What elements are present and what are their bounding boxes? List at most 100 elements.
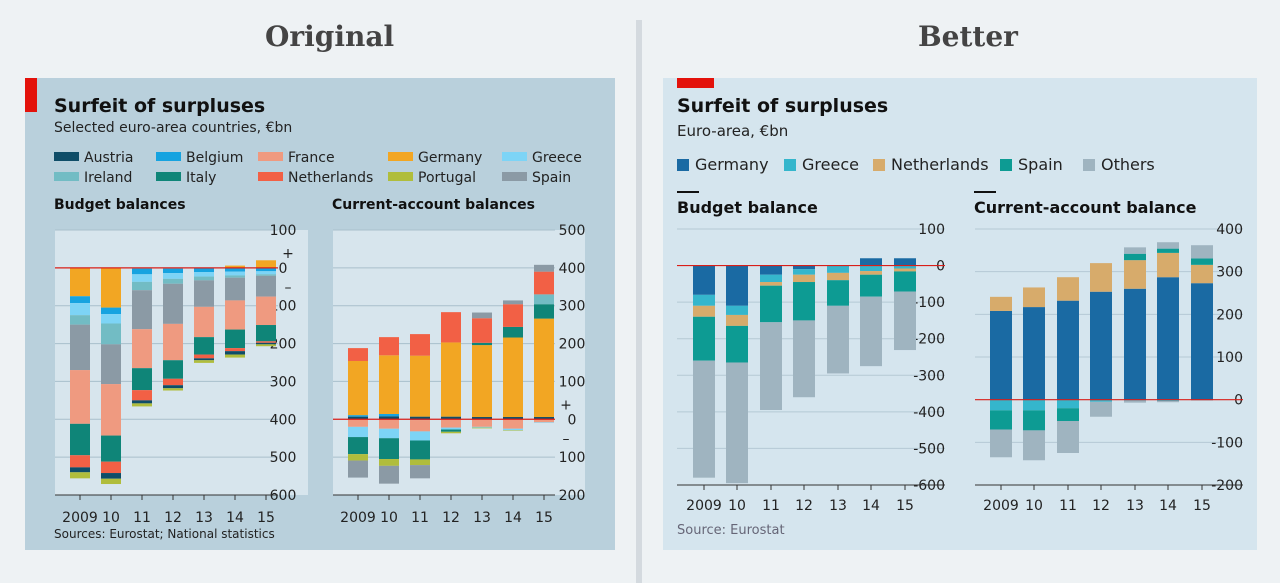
bar-others	[1191, 245, 1213, 259]
legend-swatch	[1000, 158, 1012, 171]
y-tick-label: 300	[559, 299, 586, 315]
y-tick-label: 100	[918, 222, 945, 238]
bar-italy	[379, 438, 399, 460]
bar-portugal	[410, 459, 430, 466]
bar-netherlands	[503, 304, 523, 327]
bar-portugal	[348, 454, 368, 461]
y-tick-label: 400	[270, 412, 297, 428]
bar-greece	[348, 426, 368, 438]
bar-ireland	[194, 276, 214, 281]
original-source: Sources: Eurostat; National statistics	[54, 527, 275, 541]
x-tick-label: 11	[411, 510, 429, 526]
legend-swatch	[502, 171, 527, 181]
bar-germany	[860, 258, 882, 266]
bar-netherlands	[726, 314, 748, 326]
y-tick-label: 0	[936, 259, 945, 275]
bar-italy	[163, 360, 183, 379]
bar-netherlands	[1090, 263, 1112, 292]
bar-portugal	[256, 344, 276, 347]
sign-plus: +	[282, 246, 294, 262]
bar-belgium	[132, 268, 152, 275]
bar-others	[693, 360, 715, 478]
x-tick-label: 15	[535, 510, 553, 526]
bar-spain	[827, 280, 849, 306]
bar-ireland	[163, 278, 183, 284]
bar-spain	[693, 316, 715, 361]
bar-germany	[534, 318, 554, 418]
bar-france	[70, 370, 90, 424]
bar-ireland	[256, 274, 276, 276]
legend-label: Netherlands	[288, 170, 374, 186]
sign-minus: –	[563, 431, 570, 447]
bar-netherlands	[472, 318, 492, 343]
bar-belgium	[379, 413, 399, 417]
legend-swatch	[54, 151, 79, 161]
bar-greece	[760, 274, 782, 283]
bar-spain	[860, 274, 882, 297]
bar-italy	[225, 329, 245, 349]
bar-greece	[860, 265, 882, 272]
y-tick-label: 100	[270, 223, 297, 239]
original-legend-item: Germany	[388, 150, 482, 166]
bar-spain	[503, 300, 523, 305]
y-tick-label: 100	[559, 450, 586, 466]
legend-label: Spain	[532, 170, 572, 186]
rule-mark	[677, 191, 699, 193]
legend-swatch	[873, 158, 885, 171]
y-tick-label: 200	[1216, 307, 1243, 323]
bar-netherlands	[132, 390, 152, 401]
bar-greece	[70, 303, 90, 316]
bar-italy	[194, 337, 214, 355]
x-tick-label: 10	[728, 498, 746, 514]
bar-austria	[534, 417, 554, 420]
bar-austria	[472, 417, 492, 420]
bar-germany	[726, 265, 748, 306]
bar-spain	[1057, 408, 1079, 421]
bar-belgium	[70, 296, 90, 304]
bar-greece	[163, 273, 183, 279]
legend-label: Greece	[532, 150, 582, 166]
bar-belgium	[101, 307, 121, 315]
x-tick-label: 14	[1159, 498, 1177, 514]
legend-swatch	[388, 171, 413, 181]
y-tick-label: 100	[559, 374, 586, 390]
bar-france	[256, 296, 276, 326]
bar-france	[101, 384, 121, 436]
bar-others	[726, 362, 748, 484]
bar-greece	[827, 265, 849, 273]
bar-austria	[503, 417, 523, 420]
bar-greece	[379, 428, 399, 439]
y-tick-label: 100	[270, 299, 297, 315]
bar-italy	[472, 342, 492, 346]
bar-france	[410, 420, 430, 432]
bar-france	[132, 329, 152, 369]
bar-netherlands	[70, 455, 90, 468]
y-tick-label: -200	[1211, 478, 1243, 494]
bar-netherlands	[894, 268, 916, 272]
bar-spain	[793, 282, 815, 321]
bar-others	[1090, 401, 1112, 417]
original-legend-item: Italy	[156, 170, 216, 186]
bar-france	[379, 419, 399, 429]
bar-portugal	[163, 388, 183, 391]
bar-italy	[503, 326, 523, 338]
y-tick-label: 600	[270, 488, 297, 504]
bar-belgium	[348, 415, 368, 417]
y-tick-label: -100	[913, 295, 945, 311]
y-tick-label: 0	[279, 261, 288, 277]
y-tick-label: 500	[559, 223, 586, 239]
bar-others	[1191, 400, 1213, 401]
bar-greece	[1057, 399, 1079, 409]
x-tick-label: 12	[795, 498, 813, 514]
x-tick-label: 10	[380, 510, 398, 526]
brand-tab	[25, 78, 37, 112]
bar-greece	[793, 269, 815, 275]
divider	[636, 20, 642, 583]
original-legend-item: Greece	[502, 150, 582, 166]
y-tick-label: -400	[913, 405, 945, 421]
bar-greece	[472, 426, 492, 428]
legend-swatch	[502, 151, 527, 161]
bar-netherlands	[1023, 287, 1045, 308]
bar-germany	[760, 265, 782, 275]
sign-plus: +	[560, 397, 572, 413]
